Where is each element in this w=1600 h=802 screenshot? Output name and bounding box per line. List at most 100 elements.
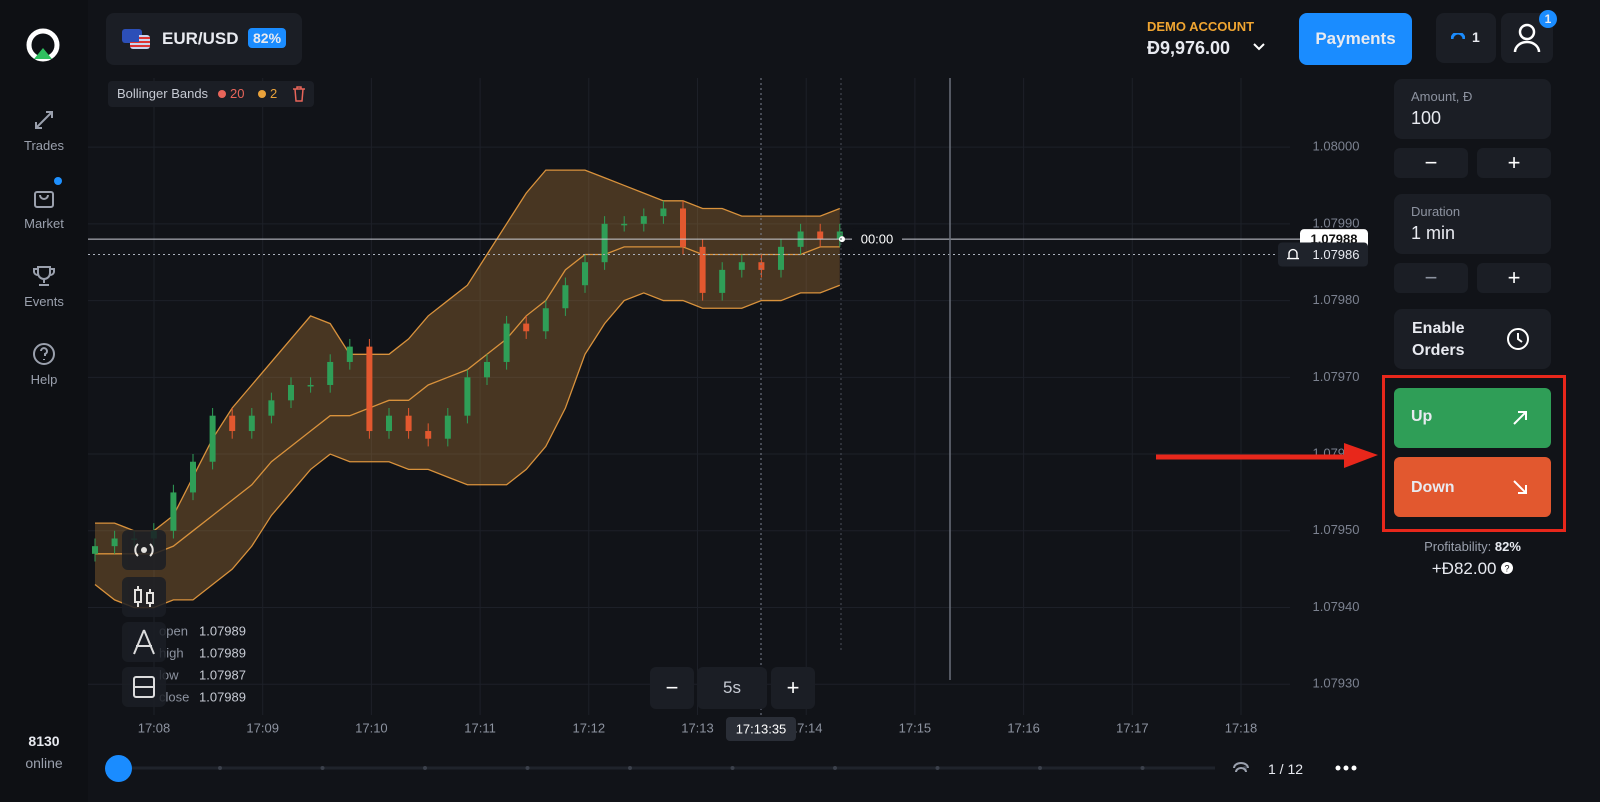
candle-body [660, 208, 667, 217]
balance[interactable]: Đ9,976.00 [1147, 38, 1231, 58]
zoom-out[interactable]: − [650, 667, 694, 709]
amount-value: 100 [1411, 108, 1442, 128]
flags [122, 29, 150, 49]
candle-body [562, 285, 569, 309]
timeline-dot [833, 766, 837, 770]
amount-field[interactable]: Amount, Đ 100 [1394, 79, 1551, 139]
pointer-arrow [1156, 443, 1378, 468]
duration-minus[interactable]: − [1394, 263, 1468, 293]
profitability-label: Profitability: [1424, 539, 1492, 554]
candle-body [542, 308, 549, 332]
info-icon[interactable]: ? [1501, 562, 1514, 574]
x-tick-label: 17:08 [138, 720, 171, 735]
timeline-dot [218, 766, 222, 770]
x-tick-label: 17:14 [790, 720, 823, 735]
candle-body [738, 262, 745, 270]
candle-body [601, 223, 608, 263]
timeline-handle[interactable] [105, 755, 132, 782]
period-dot [218, 90, 226, 98]
nav-events[interactable]: Events [0, 264, 88, 309]
delete-indicator[interactable] [292, 86, 306, 102]
candle-body [111, 538, 118, 547]
page-indicator: 1 / 12 [1268, 761, 1304, 777]
candle-body [523, 323, 530, 332]
candle-body [386, 415, 392, 432]
candle-body [484, 361, 490, 378]
enable-orders[interactable]: Enable Orders [1394, 309, 1551, 369]
candle-body [758, 262, 765, 270]
down-arrow [1513, 480, 1527, 494]
y-tick-label: 1.07980 [1313, 292, 1360, 307]
chart-type-tool[interactable] [122, 577, 166, 617]
timeline-dot [628, 766, 632, 770]
nav-label: Trades [24, 138, 64, 153]
x-tick-label: 17:16 [1007, 720, 1040, 735]
asset-name: EUR/USD [162, 29, 239, 48]
y-tick-label: 1.07990 [1313, 215, 1360, 230]
ohlc-value: 1.07989 [199, 623, 246, 638]
amount-minus[interactable]: − [1394, 148, 1468, 178]
zoom-in[interactable]: + [771, 667, 815, 709]
duration-label: Duration [1411, 204, 1461, 219]
profile-icon [1513, 23, 1541, 53]
asset-selector[interactable]: EUR/USD 82% [106, 13, 302, 65]
down-button[interactable]: Down [1394, 457, 1551, 517]
duration-value: 1 min [1411, 223, 1456, 243]
nav-label: Market [24, 216, 64, 231]
down-label: Down [1411, 479, 1455, 496]
enable-orders-label: Enable Orders [1412, 320, 1465, 359]
candle-body [464, 377, 471, 416]
candle-body [288, 384, 294, 401]
ohlc-value: 1.07989 [199, 689, 246, 704]
up-button[interactable]: Up [1394, 388, 1551, 448]
payments-button[interactable]: Payments [1299, 13, 1412, 65]
ohlc-label: close [159, 689, 189, 704]
candle-body [190, 461, 196, 493]
candle-body [817, 231, 824, 240]
indicator-deviation: 2 [270, 86, 278, 101]
timeline-dot [730, 766, 735, 770]
candle-body [425, 431, 432, 439]
balance-caret[interactable] [1252, 42, 1266, 52]
duration-field[interactable]: Duration 1 min [1394, 194, 1551, 254]
alert-price-tag: 1.07986 [1313, 247, 1360, 262]
x-tick-label: 17:12 [573, 720, 606, 735]
timeline-dot [1140, 766, 1145, 770]
highlight-box [1382, 375, 1566, 532]
more-menu[interactable] [1335, 764, 1357, 772]
candle-body [444, 415, 451, 439]
amount-plus[interactable]: + [1477, 148, 1551, 178]
candle-body [778, 246, 784, 270]
timeline-dot [1038, 766, 1042, 770]
x-tick-label: 17:13 [681, 720, 714, 735]
bell-icon [1287, 248, 1299, 260]
nav-market[interactable]: Market [0, 186, 88, 231]
x-tick-label: 17:09 [246, 720, 279, 735]
online-count: 8130 [28, 733, 60, 749]
indicator-chip: Bollinger Bands 20 2 [108, 81, 314, 107]
nav-help[interactable]: Help [0, 342, 88, 387]
timer-bg [852, 228, 902, 251]
potential-payout: +Đ82.00 ? [1394, 559, 1551, 579]
timeline-dot [320, 766, 325, 770]
trades-icon [1451, 33, 1465, 40]
duration-plus[interactable]: + [1477, 263, 1551, 293]
chart: 17:08 17:09 17:10 17:11 17:12 17:13 17:14 17:15… [88, 78, 1368, 770]
stack-icon[interactable] [1232, 760, 1250, 778]
trades-count: 1 [1472, 29, 1480, 45]
candle-body [836, 231, 843, 240]
open-trades[interactable]: 1 [1436, 13, 1496, 63]
timeframe[interactable]: 5s [697, 667, 767, 709]
drawing-tool[interactable] [122, 622, 166, 662]
payout-value: +Đ82.00 [1431, 559, 1497, 578]
layout-tool[interactable] [122, 667, 166, 707]
candle-body [699, 246, 706, 293]
signals-tool[interactable] [122, 530, 166, 570]
y-tick-label: 1.07940 [1313, 599, 1360, 614]
band-upper [95, 169, 841, 532]
nav-trades[interactable]: Trades [0, 108, 88, 153]
candle-body [268, 400, 275, 416]
candle-body [405, 415, 412, 432]
logo [26, 28, 60, 62]
